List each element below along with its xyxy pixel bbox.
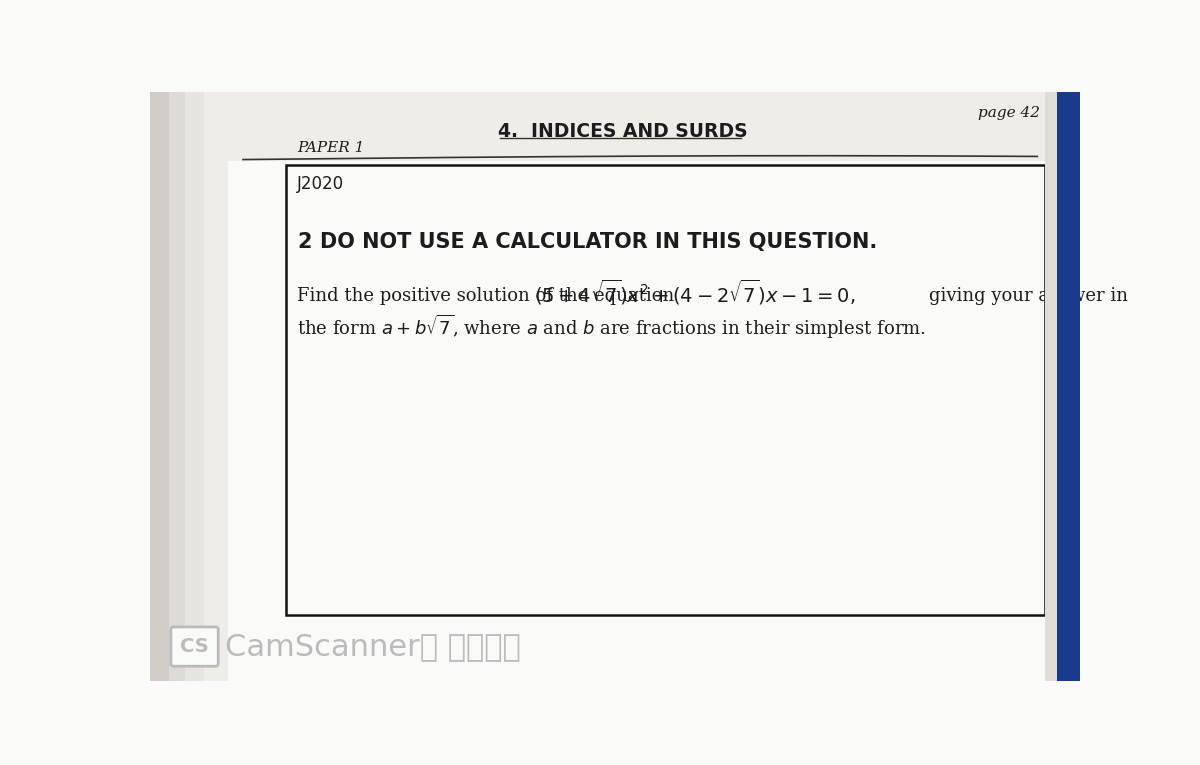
Bar [204,92,228,681]
Text: PAPER 1: PAPER 1 [298,141,365,155]
Text: Find the positive solution of the equation: Find the positive solution of the equati… [298,287,674,304]
Bar [185,92,204,681]
Bar [150,92,169,681]
Text: CamScanner로 스캔하기: CamScanner로 스캔하기 [226,632,521,661]
Text: 4.  INDICES AND SURDS: 4. INDICES AND SURDS [498,122,748,142]
Text: the form $a+b\sqrt{7}$, where $a$ and $b$ are fractions in their simplest form.: the form $a+b\sqrt{7}$, where $a$ and $b… [298,313,926,340]
Bar [1057,92,1080,681]
Bar [1045,92,1057,681]
Text: J2020: J2020 [298,175,344,194]
Text: $(5+4\sqrt{7})x^2+(4-2\sqrt{7})x-1=0,$: $(5+4\sqrt{7})x^2+(4-2\sqrt{7})x-1=0,$ [534,278,856,307]
Bar [286,165,1045,615]
Bar [169,92,185,681]
Text: giving your answer in: giving your answer in [929,287,1128,304]
Text: page 42: page 42 [978,106,1039,120]
Bar [228,92,1057,161]
Text: CS: CS [180,637,209,656]
Text: DO NOT USE A CALCULATOR IN THIS QUESTION.: DO NOT USE A CALCULATOR IN THIS QUESTION… [320,232,877,252]
Text: 2: 2 [298,232,312,252]
FancyBboxPatch shape [170,627,218,666]
